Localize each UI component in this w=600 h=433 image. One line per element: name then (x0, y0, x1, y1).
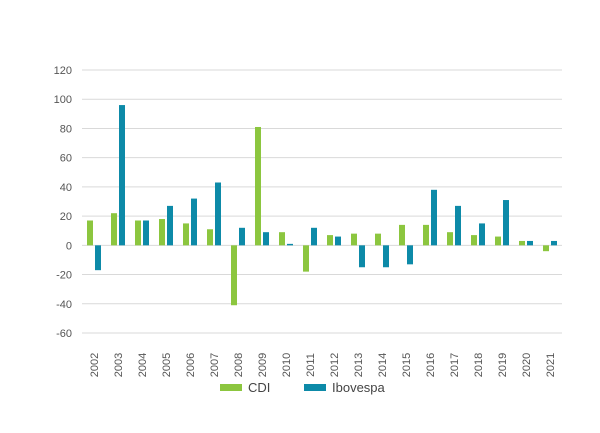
bar-cdi-2007 (207, 229, 213, 246)
y-tick-label: 60 (60, 153, 72, 165)
bar-cdi-2018 (471, 235, 477, 246)
y-tick-label: 20 (60, 211, 72, 223)
legend-label-ibovespa: Ibovespa (332, 380, 386, 395)
bar-cdi-2020 (519, 240, 525, 246)
bar-ibovespa-2011 (311, 227, 317, 246)
x-tick-label: 2006 (185, 353, 197, 377)
bar-cdi-2003 (111, 213, 117, 246)
bars (87, 105, 557, 306)
bar-ibovespa-2019 (503, 200, 509, 246)
y-tick-label: 120 (54, 65, 72, 77)
gridlines (82, 69, 562, 334)
x-tick-label: 2017 (449, 353, 461, 377)
bar-ibovespa-2009 (263, 232, 269, 246)
bar-ibovespa-2005 (167, 205, 173, 246)
y-axis-tick-labels: 120 100 80 60 40 20 0 -20 -40 -60 (54, 65, 72, 340)
legend-swatch-cdi (220, 384, 242, 391)
x-tick-label: 2019 (497, 353, 509, 377)
x-tick-label: 2020 (521, 353, 533, 377)
y-tick-label: 80 (60, 123, 72, 135)
y-tick-label: 0 (66, 240, 72, 252)
bar-ibovespa-2006 (191, 198, 197, 246)
x-tick-label: 2012 (329, 353, 341, 377)
bar-cdi-2006 (183, 223, 189, 246)
bar-ibovespa-2018 (479, 223, 485, 246)
x-axis-tick-labels: 2002 2003 2004 2005 2006 2007 2008 2009 2010 2011… (89, 353, 557, 377)
bar-cdi-2019 (495, 236, 501, 246)
x-tick-label: 2005 (161, 353, 173, 377)
bar-cdi-2002 (87, 220, 93, 246)
y-tick-label: 40 (60, 182, 72, 194)
bar-cdi-2005 (159, 219, 165, 246)
bar-ibovespa-2010 (287, 243, 293, 246)
legend-label-cdi: CDI (248, 380, 270, 395)
x-tick-label: 2021 (545, 353, 557, 377)
y-tick-label: -60 (56, 328, 72, 340)
bar-ibovespa-2013 (359, 245, 365, 268)
bar-cdi-2004 (135, 220, 141, 246)
y-tick-label: -20 (56, 270, 72, 282)
x-tick-label: 2007 (209, 353, 221, 377)
bar-ibovespa-2008 (239, 227, 245, 246)
bar-ibovespa-2007 (215, 182, 221, 246)
x-tick-label: 2011 (305, 353, 317, 377)
x-tick-label: 2013 (353, 353, 365, 377)
x-tick-label: 2016 (425, 353, 437, 377)
bar-ibovespa-2002 (95, 245, 101, 271)
legend-swatch-ibovespa (304, 384, 326, 391)
bar-ibovespa-2003 (119, 105, 125, 246)
x-tick-label: 2015 (401, 353, 413, 377)
x-tick-label: 2003 (113, 353, 125, 377)
bar-cdi-2016 (423, 224, 429, 246)
bar-cdi-2010 (279, 232, 285, 246)
y-tick-label: 100 (54, 94, 72, 106)
x-tick-label: 2009 (257, 353, 269, 377)
x-tick-label: 2014 (377, 353, 389, 377)
x-tick-label: 2018 (473, 353, 485, 377)
bar-ibovespa-2016 (431, 189, 437, 246)
bar-ibovespa-2012 (335, 236, 341, 246)
bar-cdi-2013 (351, 233, 357, 246)
legend: CDI Ibovespa (220, 380, 386, 395)
bar-ibovespa-2004 (143, 220, 149, 246)
bar-cdi-2012 (327, 235, 333, 246)
bar-ibovespa-2021 (551, 240, 557, 246)
bar-ibovespa-2020 (527, 240, 533, 246)
bar-cdi-2015 (399, 224, 405, 246)
bar-ibovespa-2014 (383, 245, 389, 268)
x-tick-label: 2008 (233, 353, 245, 377)
bar-cdi-2009 (255, 126, 261, 246)
bar-ibovespa-2015 (407, 245, 413, 265)
bar-cdi-2014 (375, 233, 381, 246)
bar-cdi-2008 (231, 245, 237, 306)
bar-ibovespa-2017 (455, 205, 461, 246)
bar-cdi-2017 (447, 232, 453, 246)
x-tick-label: 2010 (281, 353, 293, 377)
bar-cdi-2011 (303, 245, 309, 272)
y-tick-label: -40 (56, 299, 72, 311)
x-tick-label: 2002 (89, 353, 101, 377)
x-tick-label: 2004 (137, 353, 149, 377)
bar-cdi-2021 (543, 245, 549, 252)
